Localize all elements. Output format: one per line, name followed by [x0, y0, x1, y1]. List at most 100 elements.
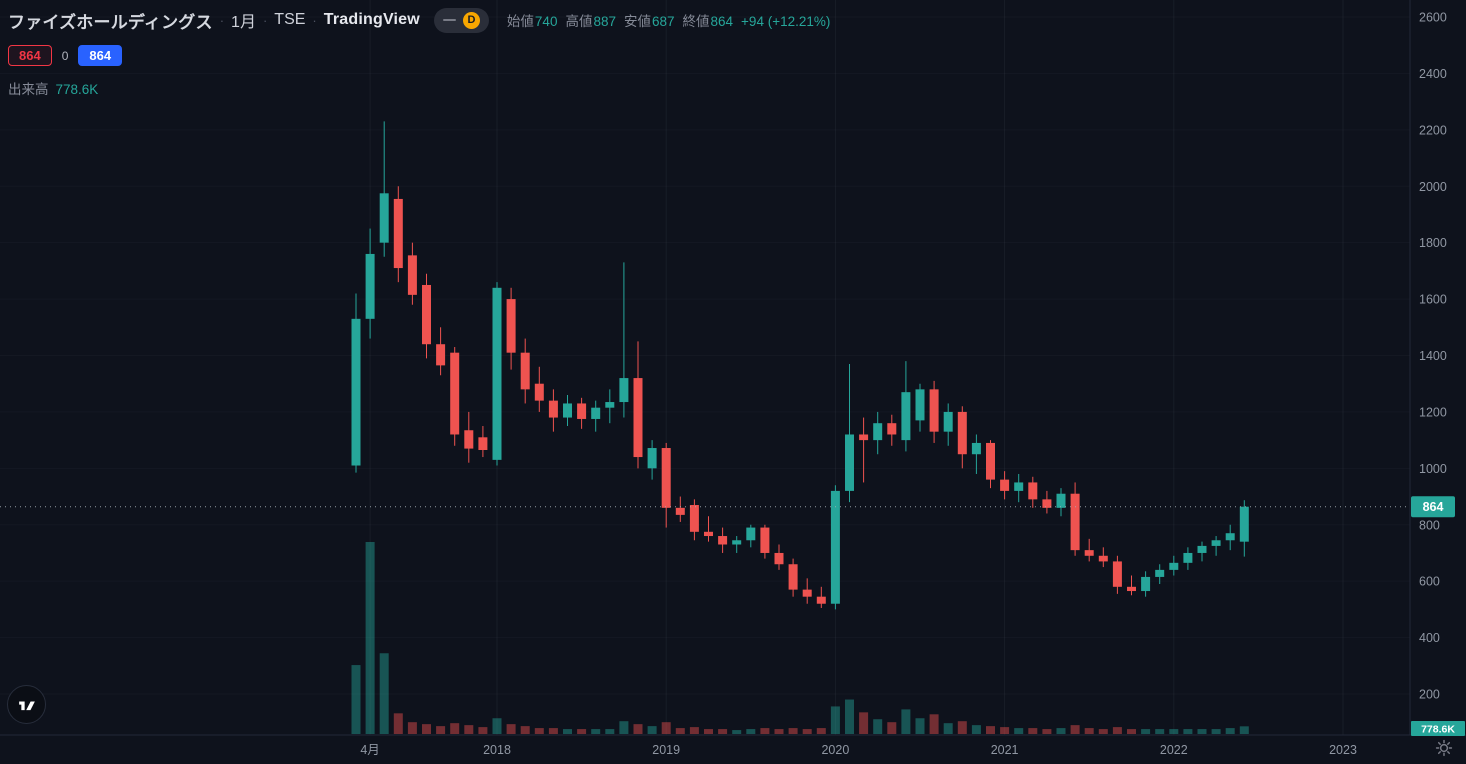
- tradingview-logo[interactable]: [7, 685, 46, 724]
- candle-body: [436, 344, 446, 366]
- volume-bar: [506, 724, 516, 734]
- price-tick-label: 2400: [1419, 67, 1447, 81]
- candle-body: [422, 284, 431, 345]
- volume-bar: [957, 721, 967, 734]
- volume-bar: [1127, 729, 1136, 734]
- low-value: 687: [651, 14, 675, 29]
- volume-bar: [1225, 728, 1235, 734]
- volume-bar: [830, 706, 840, 734]
- volume-bar: [563, 729, 572, 734]
- tradingview-wordmark[interactable]: TradingView: [323, 11, 420, 28]
- symbol-title[interactable]: ファイズホールディングス: [8, 12, 213, 32]
- time-tick-label: 2021: [991, 743, 1019, 757]
- time-axis[interactable]: 4月 2018 2019 2020 2021 2022 2023: [0, 735, 1466, 764]
- time-tick-label: 2022: [1160, 743, 1188, 757]
- volume-bar: [365, 542, 375, 734]
- volume-bar: [816, 728, 826, 734]
- price-tick-label: 200: [1419, 688, 1440, 702]
- volume-bar: [1056, 728, 1066, 734]
- candle-body: [591, 407, 601, 419]
- volume-bar: [1084, 728, 1094, 734]
- bid-price-button[interactable]: 864: [8, 45, 52, 66]
- candle-body: [1098, 555, 1108, 562]
- volume-bar: [1211, 729, 1221, 734]
- volume-bar: [492, 718, 502, 734]
- candle-body: [915, 389, 925, 421]
- volume-bar: [802, 729, 812, 734]
- candle-body: [1056, 493, 1066, 508]
- volume-bar: [915, 718, 925, 734]
- time-tick-label: 2020: [821, 743, 849, 757]
- candle-body: [830, 490, 840, 604]
- candle-body: [1014, 482, 1024, 491]
- price-tick-label: 600: [1419, 575, 1440, 589]
- volume-bar: [943, 723, 953, 734]
- volume-bar: [1155, 729, 1165, 734]
- volume-bar: [873, 719, 883, 734]
- chart-line-icon: [442, 19, 456, 21]
- volume-bar: [845, 699, 854, 734]
- volume-bar: [379, 653, 389, 734]
- volume-bar: [661, 722, 671, 734]
- change-value: +94 (+12.21%): [741, 14, 831, 29]
- volume-bar: [1183, 729, 1193, 734]
- price-tick-label: 1000: [1419, 462, 1447, 476]
- price-tick-label: 2600: [1419, 11, 1447, 25]
- candle-body: [492, 287, 502, 460]
- volume-bar: [971, 725, 981, 734]
- volume-bar: [1141, 729, 1151, 734]
- volume-bar: [577, 729, 587, 734]
- volume-bar: [1070, 725, 1080, 734]
- volume-bar: [619, 721, 629, 734]
- time-tick-label: 2018: [483, 743, 511, 757]
- price-tick-label: 1200: [1419, 405, 1447, 419]
- candle-body: [365, 253, 375, 319]
- bid-ask-row: 864 0 864: [8, 45, 830, 66]
- volume-row: 出来高 778.6K: [8, 78, 830, 98]
- candle-body: [788, 564, 798, 590]
- volume-bar: [675, 728, 685, 734]
- candle-body: [407, 255, 417, 295]
- daily-badge: D: [462, 11, 480, 29]
- high-label: 高値: [565, 14, 593, 29]
- candle-body: [577, 403, 587, 419]
- settings-gear-icon[interactable]: [1435, 739, 1453, 757]
- volume-bar: [450, 723, 460, 734]
- low-label: 安値: [623, 14, 651, 29]
- candle-body: [1183, 552, 1193, 563]
- volume-value: 778.6K: [55, 82, 99, 97]
- spread-value: 0: [61, 48, 69, 63]
- candle-body: [647, 448, 657, 469]
- candle-body: [393, 198, 403, 269]
- interval-label[interactable]: 1月: [231, 14, 256, 31]
- ohlc-readout: 始値 740 高値 887 安値 687 終値 864 +94 (+12.21%…: [507, 10, 830, 30]
- volume-bar: [732, 730, 742, 734]
- candle-body: [675, 507, 685, 515]
- candle-body: [605, 402, 615, 408]
- ask-price-button[interactable]: 864: [78, 45, 123, 66]
- price-axis[interactable]: 2600 2400 2200 2000 1800 1600 1400 1200 1000 800 6…: [1410, 0, 1466, 735]
- candle-body: [1239, 506, 1249, 542]
- candle-body: [689, 505, 699, 532]
- price-tick-label: 2200: [1419, 123, 1447, 137]
- volume-bar: [887, 722, 897, 734]
- separator-dot: ·: [262, 12, 268, 28]
- candle-body: [478, 437, 488, 450]
- volume-bar: [605, 729, 615, 734]
- volume-bar: [1042, 729, 1052, 734]
- volume-bar: [986, 726, 995, 734]
- legend: ファイズホールディングス · 1月 · TSE · TradingView D …: [8, 7, 830, 98]
- candle-body: [661, 448, 671, 508]
- volume-bar: [422, 724, 431, 734]
- volume-bar: [746, 729, 756, 734]
- interval-badge-pill[interactable]: D: [433, 7, 489, 33]
- close-label: 終値: [682, 14, 710, 29]
- candle-body: [718, 536, 728, 545]
- candle-body: [816, 596, 826, 604]
- candle-body: [534, 383, 544, 401]
- candle-series: [351, 121, 1249, 610]
- volume-bar: [1028, 728, 1038, 734]
- candle-body: [760, 527, 770, 553]
- volume-bar: [393, 713, 403, 734]
